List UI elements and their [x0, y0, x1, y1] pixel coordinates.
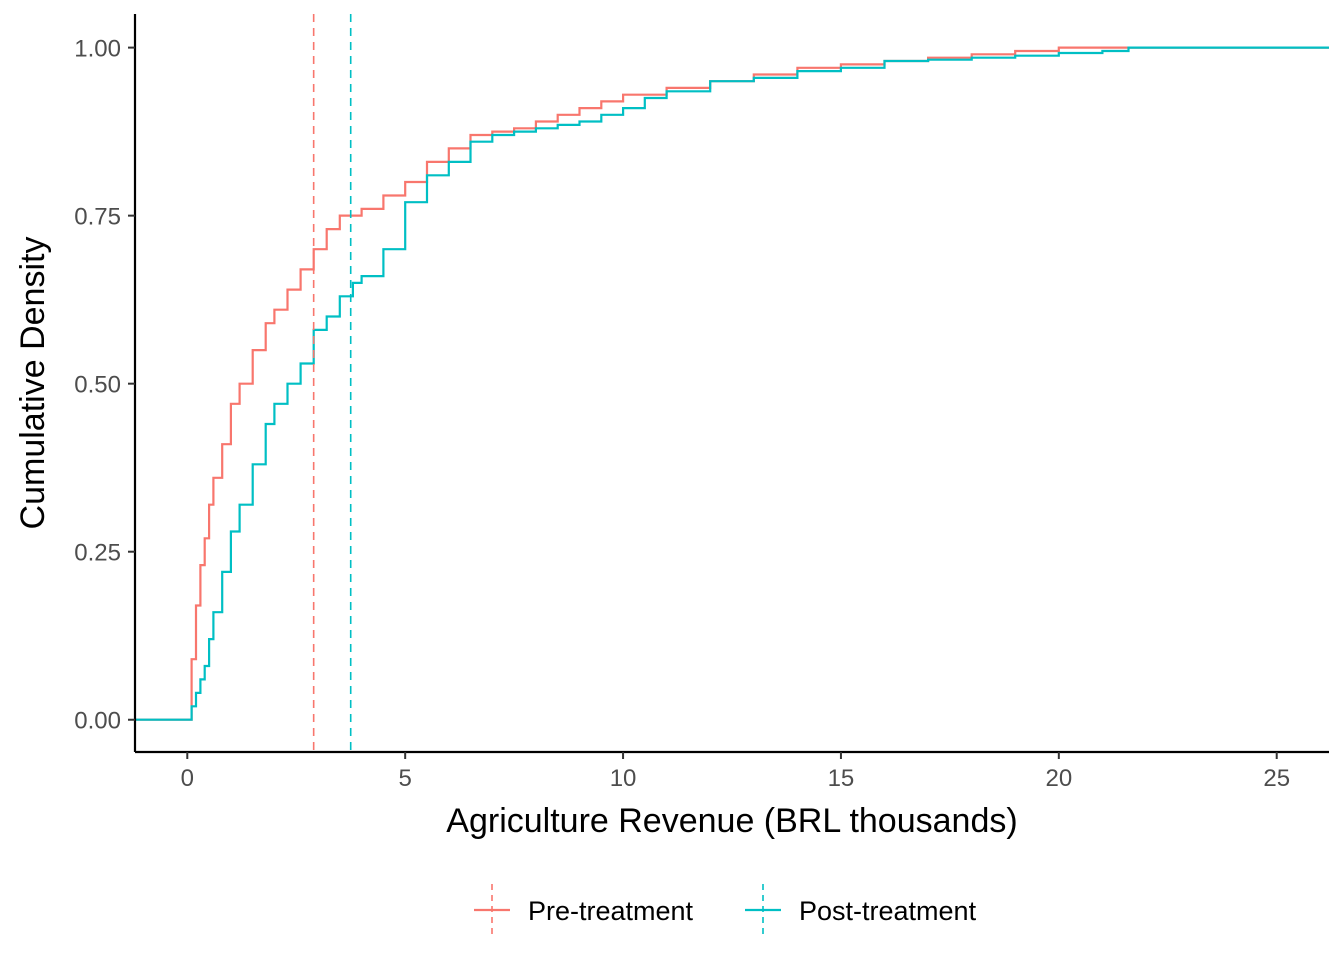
- legend: Pre-treatment Post-treatment: [474, 884, 977, 934]
- series-lines: [135, 46, 1329, 721]
- x-tick-label: 20: [1045, 765, 1072, 792]
- legend-item-post-treatment: Post-treatment: [745, 884, 977, 934]
- x-tick-label: 15: [828, 765, 855, 792]
- y-tick-label: 0.50: [74, 372, 121, 399]
- series-line-pre-treatment: [135, 46, 1329, 721]
- y-tick-label: 1.00: [74, 36, 121, 63]
- y-tick-label: 0.25: [74, 540, 121, 567]
- x-tick-label: 25: [1263, 765, 1290, 792]
- mean-lines: [312, 14, 352, 752]
- legend-label: Post-treatment: [799, 896, 977, 926]
- x-tick-label: 0: [181, 765, 194, 792]
- axes: 0 5 10 15 20 25 0.00 0.25 0.50 0.75 1.00: [74, 14, 1329, 792]
- y-tick-label: 0.00: [74, 708, 121, 735]
- x-tick-label: 5: [398, 765, 411, 792]
- x-tick-label: 10: [610, 765, 637, 792]
- x-axis-title: Agriculture Revenue (BRL thousands): [446, 802, 1017, 840]
- legend-item-pre-treatment: Pre-treatment: [474, 884, 694, 934]
- series-line-post-treatment: [135, 46, 1329, 721]
- legend-label: Pre-treatment: [528, 896, 694, 926]
- y-tick-label: 0.75: [74, 204, 121, 231]
- y-axis-title: Cumulative Density: [14, 237, 52, 530]
